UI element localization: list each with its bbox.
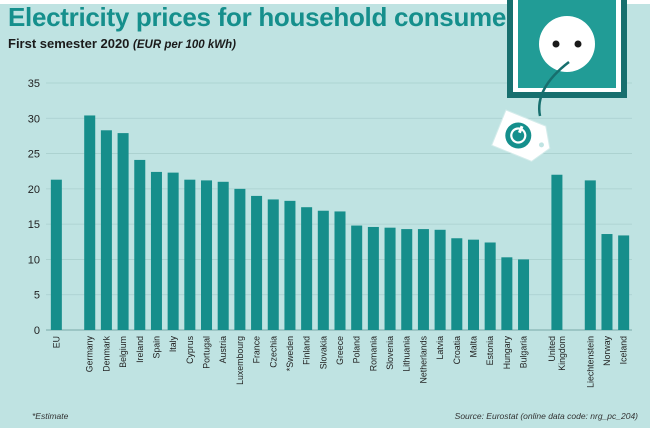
x-tick-label: France	[252, 336, 262, 363]
x-tick-label: United	[547, 336, 557, 362]
y-tick-label: 35	[28, 78, 40, 90]
bar-liechtenstein	[584, 180, 596, 330]
bar-sweden	[284, 200, 296, 330]
x-tick-label: Liechtenstein	[585, 336, 595, 388]
x-tick-label: Netherlands	[418, 335, 428, 383]
bar-belgium	[117, 133, 129, 330]
bar-portugal	[201, 180, 213, 330]
y-tick-label: 30	[28, 113, 40, 125]
y-tick-label: 0	[34, 325, 40, 337]
bar-slovenia	[384, 227, 396, 330]
bar-romania	[367, 226, 379, 330]
x-tick-label: Romania	[368, 336, 378, 371]
bottom-border	[0, 428, 650, 432]
x-tick-label: Malta	[468, 336, 478, 358]
x-tick-label: Lithuania	[402, 336, 412, 372]
x-tick-label: Greece	[335, 336, 345, 365]
bar-malta	[467, 239, 479, 330]
estimate-footnote: *Estimate	[32, 411, 69, 421]
x-tick-label: Germany	[85, 335, 95, 372]
x-tick-label: Croatia	[452, 336, 462, 364]
y-tick-label: 20	[28, 184, 40, 196]
bar-norway	[601, 234, 613, 330]
x-tick-label: Estonia	[485, 336, 495, 365]
source-note: Source: Eurostat (online data code: nrg_…	[454, 411, 638, 421]
chart-subtitle: First semester 2020 (EUR per 100 kWh)	[8, 36, 236, 51]
x-tick-label: Czechia	[268, 336, 278, 368]
x-tick-label: Hungary	[502, 335, 512, 369]
x-tick-label: Poland	[352, 336, 362, 363]
bar-united-kingdom	[551, 174, 563, 330]
bar-eu	[50, 179, 62, 330]
bar-croatia	[451, 238, 463, 330]
bar-lithuania	[401, 229, 413, 330]
bar-luxembourg	[234, 188, 246, 330]
x-tick-label: Slovenia	[385, 336, 395, 370]
x-tick-label: Slovakia	[318, 336, 328, 369]
bar-czechia	[267, 199, 279, 330]
y-axis-ticks: 0 5 10 15 20 25 30 35	[28, 78, 40, 337]
y-tick-label: 5	[34, 290, 40, 302]
chart-title: Electricity prices for household consume…	[8, 2, 531, 32]
bar-ireland	[134, 159, 146, 330]
top-border	[0, 0, 650, 4]
x-tick-label: Kingdom	[557, 336, 567, 371]
x-tick-label: Denmark	[101, 335, 111, 371]
subtitle-period: First semester 2020	[8, 36, 130, 51]
x-tick-label: Luxembourg	[235, 336, 245, 385]
x-tick-label: Ireland	[135, 336, 145, 363]
bar-italy	[167, 172, 179, 330]
x-tick-label: Portugal	[202, 336, 212, 369]
x-tick-label: *Sweden	[285, 336, 295, 371]
bars	[50, 115, 630, 330]
x-tick-label: Latvia	[435, 336, 445, 360]
bar-denmark	[100, 130, 112, 330]
x-tick-label: Iceland	[619, 336, 629, 364]
bar-netherlands	[417, 229, 429, 330]
x-tick-label: Norway	[602, 335, 612, 365]
bar-greece	[334, 211, 346, 330]
bar-germany	[84, 115, 96, 330]
y-tick-label: 15	[28, 219, 40, 231]
bar-cyprus	[184, 179, 196, 330]
x-tick-label: Spain	[151, 336, 161, 359]
bar-poland	[351, 225, 363, 330]
bar-slovakia	[317, 210, 329, 330]
bar-iceland	[618, 235, 630, 330]
subtitle-unit: (EUR per 100 kWh)	[133, 39, 236, 51]
bar-spain	[150, 171, 162, 330]
power-socket-icon	[507, 0, 627, 117]
bar-estonia	[484, 242, 496, 330]
bar-hungary	[501, 257, 513, 330]
x-tick-label: EU	[51, 336, 61, 348]
energy-price-tag-icon	[491, 109, 551, 162]
bar-bulgaria	[518, 259, 530, 330]
bar-france	[251, 195, 263, 330]
x-tick-label: Bulgaria	[519, 336, 529, 368]
x-tick-label: Cyprus	[185, 335, 195, 363]
bar-latvia	[434, 229, 446, 330]
bar-austria	[217, 181, 229, 330]
x-axis-ticks: EU Germany Denmark Belgium Ireland Spain Italy…	[51, 335, 628, 387]
x-tick-label: Austria	[218, 336, 228, 363]
x-tick-label: Italy	[168, 335, 178, 352]
bar-finland	[301, 207, 313, 330]
x-tick-label: Belgium	[118, 336, 128, 368]
y-tick-label: 25	[28, 149, 40, 161]
y-tick-label: 10	[28, 254, 40, 266]
x-tick-label: Finland	[302, 336, 312, 365]
